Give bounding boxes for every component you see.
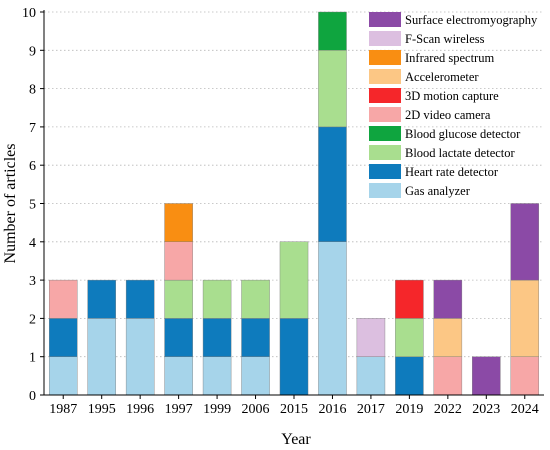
legend-label: Blood glucose detector bbox=[405, 127, 521, 141]
bar-segment bbox=[279, 318, 309, 396]
bar-segment bbox=[472, 356, 501, 396]
bar-segment bbox=[164, 279, 193, 319]
bar-segment bbox=[48, 356, 78, 396]
x-tick-label: 2022 bbox=[434, 402, 462, 417]
bar-segment bbox=[318, 241, 347, 396]
bar-segment bbox=[433, 318, 463, 357]
x-tick-label: 2016 bbox=[318, 402, 346, 417]
y-axis-title: Number of articles bbox=[2, 144, 19, 264]
legend-label: Blood lactate detector bbox=[405, 146, 516, 160]
y-tick-label: 2 bbox=[29, 312, 36, 327]
legend-label: Gas analyzer bbox=[405, 184, 471, 198]
legend-label: Infrared spectrum bbox=[405, 51, 494, 65]
x-tick-label: 1996 bbox=[126, 402, 154, 417]
y-tick-label: 1 bbox=[29, 351, 36, 366]
bar-segment bbox=[433, 356, 463, 396]
y-tick-label: 3 bbox=[29, 274, 36, 289]
bar-segment bbox=[510, 203, 540, 281]
legend-swatch bbox=[369, 50, 401, 65]
bar-segment bbox=[202, 356, 232, 396]
bar-segment bbox=[164, 241, 193, 281]
y-tick-label: 5 bbox=[29, 198, 36, 213]
x-axis-title: Year bbox=[281, 431, 311, 448]
legend-swatch bbox=[369, 69, 401, 84]
x-tick-label: 2023 bbox=[472, 402, 500, 417]
x-tick-label: 2019 bbox=[395, 402, 423, 417]
y-tick-label: 4 bbox=[29, 236, 36, 251]
bar-segment bbox=[164, 356, 193, 396]
bar-segment bbox=[241, 318, 270, 357]
bar-segment bbox=[395, 279, 424, 319]
bar-segment bbox=[318, 126, 347, 243]
legend-label: 3D motion capture bbox=[405, 89, 499, 103]
legend-label: Surface electromyography bbox=[405, 13, 538, 27]
y-tick-label: 0 bbox=[29, 389, 36, 404]
legend-label: 2D video camera bbox=[405, 108, 491, 122]
y-tick-labels: 0 1 2 3 4 5 6 7 8 9 10 bbox=[22, 6, 44, 404]
legend-swatch bbox=[369, 126, 401, 141]
x-tick-label: 1997 bbox=[165, 402, 193, 417]
bar-segment bbox=[395, 318, 424, 357]
legend: Surface electromyography F-Scan wireless I… bbox=[369, 12, 538, 198]
bar-segment bbox=[48, 279, 78, 319]
legend-label: Heart rate detector bbox=[405, 165, 499, 179]
bar-segment bbox=[356, 318, 386, 357]
bar-segment bbox=[241, 279, 270, 319]
bar-segment bbox=[241, 356, 270, 396]
y-tick-label: 9 bbox=[29, 44, 36, 59]
bar-segment bbox=[510, 356, 540, 396]
x-tick-label: 2015 bbox=[280, 402, 308, 417]
legend-swatch bbox=[369, 107, 401, 122]
x-tick-label: 1999 bbox=[203, 402, 231, 417]
bar-segment bbox=[395, 356, 424, 396]
legend-swatch bbox=[369, 88, 401, 103]
legend-label: F-Scan wireless bbox=[405, 32, 485, 46]
bar-segment bbox=[87, 318, 116, 396]
bar-segment bbox=[202, 279, 232, 319]
bar-segment bbox=[164, 318, 193, 357]
y-tick-label: 10 bbox=[22, 6, 36, 21]
x-tick-label: 2024 bbox=[511, 402, 539, 417]
x-tick-label: 1987 bbox=[49, 402, 77, 417]
legend-swatch bbox=[369, 183, 401, 198]
bars bbox=[48, 11, 540, 396]
bar-segment bbox=[433, 279, 463, 319]
bar-segment bbox=[125, 318, 155, 396]
bar-segment bbox=[48, 318, 78, 357]
bar-segment bbox=[318, 11, 347, 51]
y-tick-label: 7 bbox=[29, 121, 36, 136]
x-tick-labels: 1987 1995 1996 1997 1999 2006 2015 2016 2017 2019… bbox=[49, 395, 539, 417]
bar-segment bbox=[87, 279, 116, 319]
legend-swatch bbox=[369, 12, 401, 27]
bar-segment bbox=[318, 50, 347, 128]
legend-swatch bbox=[369, 31, 401, 46]
bar-segment bbox=[164, 203, 193, 242]
bar-segment bbox=[125, 279, 155, 319]
legend-swatch bbox=[369, 164, 401, 179]
x-tick-label: 1995 bbox=[88, 402, 116, 417]
bar-segment bbox=[279, 241, 309, 319]
x-tick-label: 2006 bbox=[242, 402, 270, 417]
x-tick-label: 2017 bbox=[357, 402, 385, 417]
bar-segment bbox=[202, 318, 232, 357]
bar-segment bbox=[510, 279, 540, 357]
y-tick-label: 8 bbox=[29, 83, 36, 98]
bar-segment bbox=[356, 356, 386, 396]
legend-swatch bbox=[369, 145, 401, 160]
legend-label: Accelerometer bbox=[405, 70, 479, 84]
y-tick-label: 6 bbox=[29, 159, 36, 174]
